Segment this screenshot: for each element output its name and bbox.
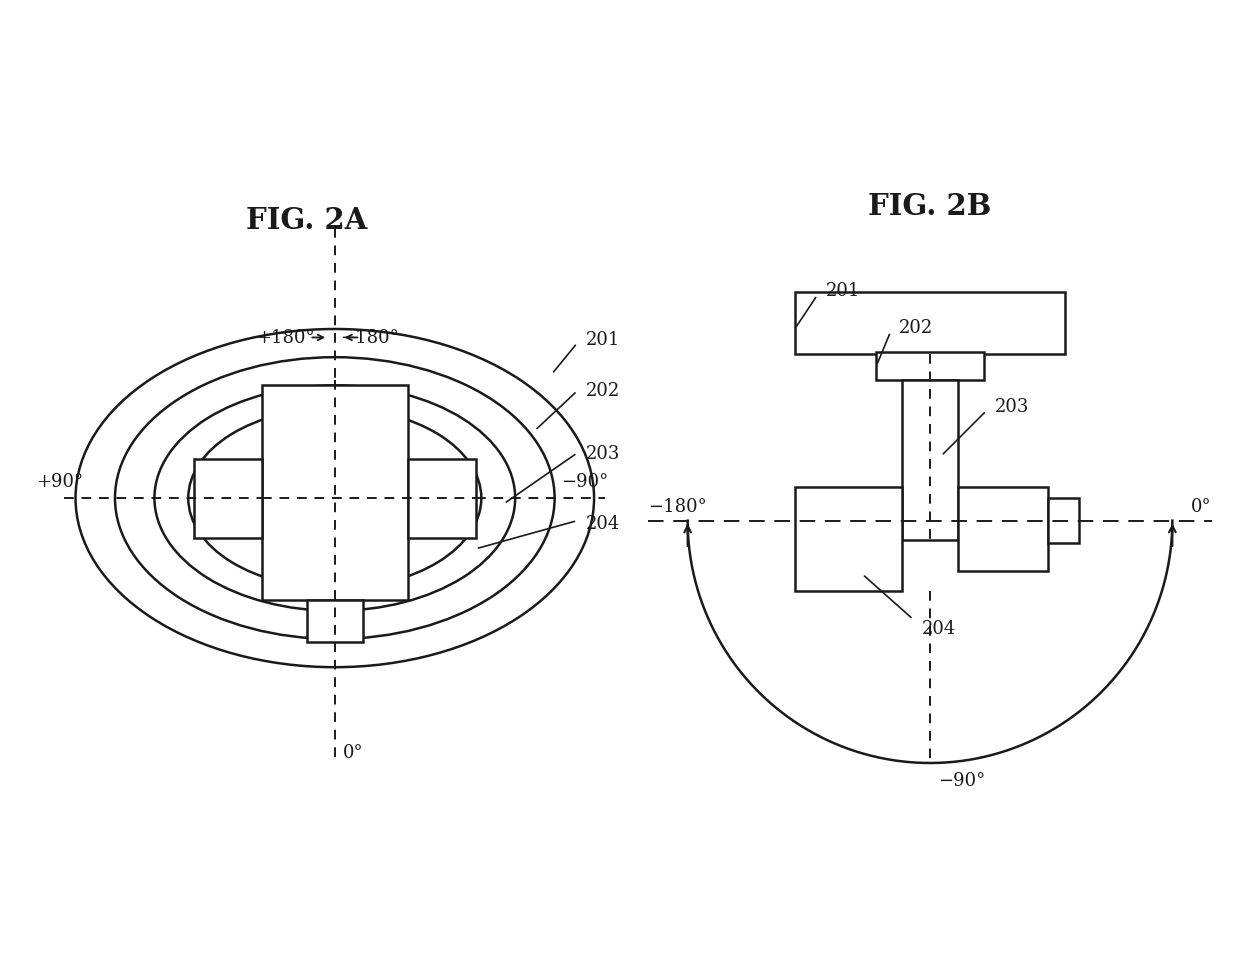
Text: 203: 203: [585, 445, 620, 462]
Text: 203: 203: [994, 398, 1029, 416]
Bar: [193, 459, 262, 538]
Text: +180°: +180°: [257, 329, 315, 347]
Text: +90°: +90°: [36, 472, 83, 490]
Bar: [795, 487, 901, 591]
Ellipse shape: [115, 358, 554, 640]
Bar: [1048, 499, 1079, 544]
Text: 201: 201: [585, 330, 620, 349]
Bar: [877, 352, 983, 381]
Text: 202: 202: [899, 319, 934, 337]
Bar: [408, 459, 476, 538]
Text: 204: 204: [585, 515, 620, 533]
Bar: [901, 381, 959, 541]
Text: 201: 201: [826, 281, 861, 299]
Text: −180°: −180°: [649, 497, 707, 516]
Text: 0°: 0°: [1192, 497, 1211, 516]
Ellipse shape: [188, 409, 481, 588]
Ellipse shape: [76, 329, 594, 668]
Bar: [795, 293, 1065, 355]
Text: −180°: −180°: [341, 329, 399, 347]
Bar: [262, 386, 408, 600]
Ellipse shape: [155, 386, 515, 611]
Text: −90°: −90°: [939, 771, 986, 790]
Bar: [959, 487, 1048, 572]
Text: 204: 204: [921, 619, 956, 637]
Text: FIG. 2A: FIG. 2A: [246, 205, 367, 234]
Text: 0°: 0°: [343, 743, 363, 762]
Text: FIG. 2B: FIG. 2B: [868, 192, 992, 221]
Text: −90°: −90°: [560, 472, 608, 490]
Bar: [306, 600, 363, 642]
Text: 202: 202: [585, 382, 620, 399]
